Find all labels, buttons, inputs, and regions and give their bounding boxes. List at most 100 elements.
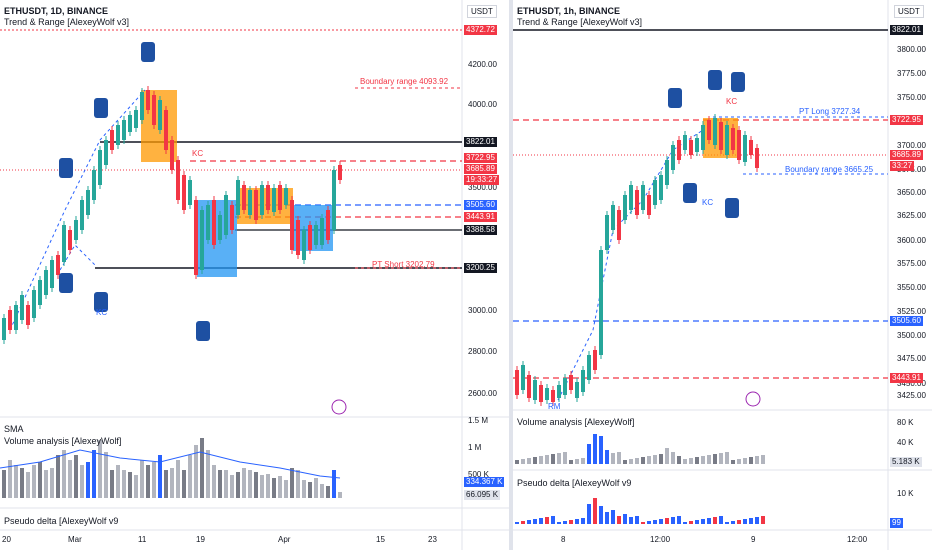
price-axis-label: 3425.00	[897, 391, 926, 400]
delta-bar	[653, 520, 657, 524]
symbol-title-right[interactable]: ETHUSDT, 1h, BINANCE	[517, 6, 621, 16]
volume-bar	[86, 462, 90, 498]
volume-bar	[683, 459, 687, 464]
rm-label: RM	[548, 402, 561, 411]
currency-label-right[interactable]: USDT	[894, 5, 924, 18]
candle	[32, 290, 36, 318]
chart-right-canvas[interactable]: 3800.003775.003750.003700.003675.003650.…	[513, 0, 932, 550]
volume-bar	[332, 470, 336, 498]
trend-line	[59, 244, 96, 271]
delta-bar	[581, 518, 585, 524]
kc-label-right-1: KC	[726, 97, 738, 106]
candle	[563, 378, 567, 395]
delta-bar	[557, 522, 561, 524]
range-zone-orange	[237, 188, 293, 224]
delta-label-left[interactable]: Pseudo delta [AlexeyWolf v9	[4, 516, 119, 526]
delta-bar	[533, 519, 537, 524]
candle	[164, 110, 168, 150]
volume-axis-label: 40 K	[897, 438, 914, 447]
chart-left-canvas[interactable]: 4200.00 4000.00 3500.00 3000.00 2800.00 2600.…	[0, 0, 509, 550]
candle	[743, 135, 747, 162]
candle	[56, 255, 60, 275]
candle	[290, 200, 294, 250]
delta-bar	[545, 517, 549, 524]
delta-bar	[575, 519, 579, 524]
currency-label-left[interactable]: USDT	[467, 5, 497, 18]
delta-bar	[737, 520, 741, 524]
volume-bar	[104, 452, 108, 498]
volume-axis-label: 80 K	[897, 418, 914, 427]
candle	[260, 185, 264, 215]
candle	[272, 188, 276, 212]
volume-bar	[623, 460, 627, 464]
delta-label-right[interactable]: Pseudo delta [AlexeyWolf v9	[517, 478, 632, 488]
volume-bar	[677, 456, 681, 464]
delta-axis-label: 10 K	[897, 489, 914, 498]
candle	[641, 185, 645, 210]
signal-marker	[725, 198, 739, 218]
indicator-title-right[interactable]: Trend & Range [AlexeyWolf v3]	[517, 17, 643, 27]
volume-bar	[200, 438, 204, 498]
delta-bar	[725, 522, 729, 524]
candle	[182, 175, 186, 210]
delta-bar	[611, 510, 615, 524]
candle	[194, 200, 198, 275]
boundary-label-right: Boundary range 3665.25	[785, 165, 874, 174]
volume-bar	[521, 459, 525, 464]
candle	[719, 122, 723, 150]
price-axis-label: 3550.00	[897, 283, 926, 292]
candle	[683, 135, 687, 150]
time-axis-label: 9	[751, 535, 756, 544]
candle	[725, 125, 729, 155]
volume-bar	[326, 486, 330, 498]
volume-bar	[218, 470, 222, 498]
sma-label[interactable]: SMA	[4, 424, 24, 434]
delta-tag: 99	[890, 518, 903, 528]
candle	[665, 160, 669, 185]
volume-label-left[interactable]: Volume analysis [AlexeyWolf]	[4, 436, 122, 446]
volume-label-right[interactable]: Volume analysis [AlexeyWolf]	[517, 417, 635, 427]
candle	[296, 220, 300, 255]
candle	[314, 225, 318, 245]
symbol-title-left[interactable]: ETHUSDT, 1D, BINANCE	[4, 6, 109, 16]
chart-pane-left[interactable]: 4200.00 4000.00 3500.00 3000.00 2800.00 2600.…	[0, 0, 509, 550]
volume-bar	[320, 484, 324, 498]
time-axis-label: Mar	[68, 535, 82, 544]
candle	[581, 370, 585, 392]
volume-bar	[188, 455, 192, 498]
candle	[308, 225, 312, 250]
delta-bar	[671, 517, 675, 524]
candle	[212, 200, 216, 245]
volume-bar	[8, 460, 12, 498]
time-axis-label: 23	[428, 535, 437, 544]
indicator-title-left[interactable]: Trend & Range [AlexeyWolf v3]	[4, 17, 130, 27]
volume-bar	[2, 470, 6, 498]
volume-bar	[242, 468, 246, 498]
candle	[569, 375, 573, 390]
pane-divider[interactable]	[509, 0, 513, 550]
price-tag: 3505.60	[890, 316, 923, 326]
price-axis-label: 3500.00	[897, 331, 926, 340]
candle	[200, 210, 204, 270]
volume-bar	[140, 460, 144, 498]
trend-line	[557, 129, 704, 401]
signal-marker	[731, 72, 745, 92]
volume-bar	[647, 456, 651, 464]
candle	[146, 90, 150, 110]
volume-bar	[719, 453, 723, 464]
volume-bar	[296, 470, 300, 498]
candle	[62, 225, 66, 262]
candle	[20, 295, 24, 320]
candle	[551, 390, 555, 402]
candle	[737, 130, 741, 160]
candle	[689, 140, 693, 155]
chart-pane-right[interactable]: 3800.003775.003750.003700.003675.003650.…	[513, 0, 932, 550]
price-axis-label: 2800.00	[468, 347, 497, 356]
volume-bar	[671, 452, 675, 464]
volume-bar	[32, 465, 36, 498]
volume-bar	[80, 465, 84, 498]
price-tag: 3443.91	[890, 373, 923, 383]
volume-bar	[98, 440, 102, 498]
delta-bar	[569, 520, 573, 524]
candle	[515, 370, 519, 395]
